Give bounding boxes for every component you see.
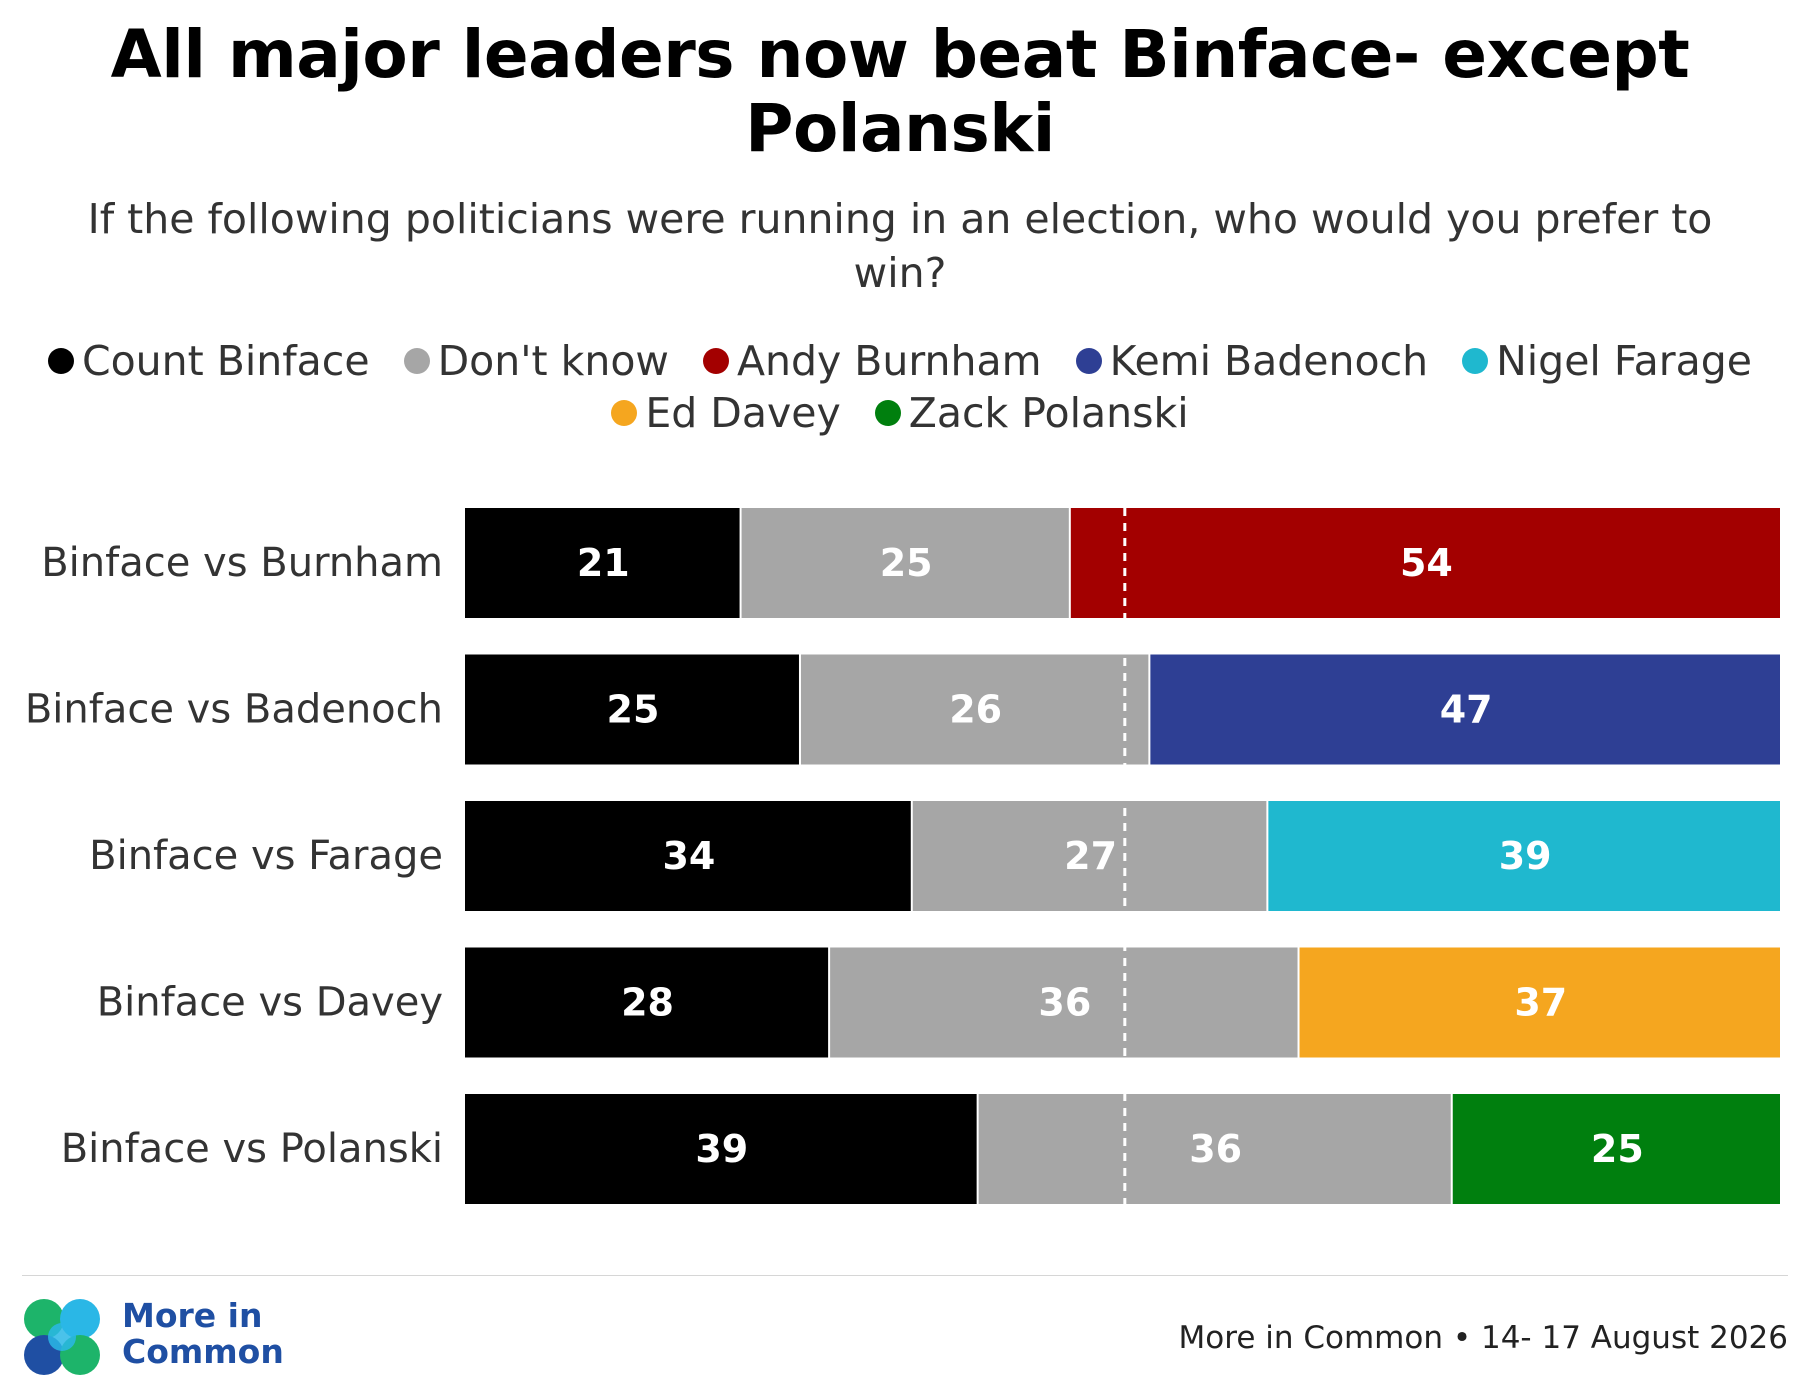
chart-subtitle: If the following politicians were runnin… <box>87 195 1713 297</box>
data-label: 39 <box>1499 834 1552 878</box>
logo-text-line2: Common <box>122 1332 284 1371</box>
data-label: 34 <box>662 834 715 878</box>
legend-row-2: Ed Davey Zack Polanski <box>0 387 1800 439</box>
legend-swatch-icon <box>702 348 729 374</box>
logo-text: More in Common <box>122 1298 284 1370</box>
legend-item: Zack Polanski <box>874 389 1189 437</box>
bar-segment <box>1268 801 1780 911</box>
legend-swatch-icon <box>47 348 74 374</box>
logo-text-line1: More in <box>122 1296 263 1335</box>
legend-label: Ed Davey <box>645 389 841 437</box>
stacked-bar-chart: Binface vs Burnham 21 25 54 Binface vs Baden… <box>25 508 1780 1204</box>
data-label: 26 <box>949 688 1002 732</box>
bar-segment <box>465 947 829 1058</box>
bar-segment <box>978 1094 1451 1204</box>
bar-segment <box>465 801 911 911</box>
legend-row-1: Count Binface Don't know Andy Burnham Kemi … <box>0 335 1800 387</box>
data-label: 21 <box>577 541 630 585</box>
legend-item: Count Binface <box>47 337 370 385</box>
data-label: 28 <box>621 981 674 1025</box>
legend-label: Zack Polanski <box>908 389 1189 437</box>
legend-swatch-icon <box>611 400 638 426</box>
bar-segment <box>1299 947 1780 1058</box>
bar-segment <box>465 654 799 765</box>
data-label: 54 <box>1400 541 1453 585</box>
data-label: 47 <box>1440 688 1493 732</box>
more-in-common-logo-icon <box>24 1299 100 1375</box>
category-label: Binface vs Badenoch <box>25 687 443 733</box>
bar-segment <box>1150 654 1780 765</box>
bar-segment <box>1070 508 1780 618</box>
legend-swatch-icon <box>1462 348 1489 374</box>
bar-segment <box>912 801 1267 911</box>
category-label: Binface vs Burnham <box>41 540 443 586</box>
data-label: 25 <box>880 541 933 585</box>
category-label: Binface vs Farage <box>89 833 443 879</box>
data-label: 25 <box>1591 1127 1644 1171</box>
legend-item: Kemi Badenoch <box>1075 337 1429 385</box>
bar-segment <box>465 508 740 618</box>
legend-swatch-icon <box>1075 348 1102 374</box>
footer-divider <box>22 1275 1788 1276</box>
data-label: 36 <box>1189 1127 1242 1171</box>
legend-item: Nigel Farage <box>1462 337 1752 385</box>
legend-label: Count Binface <box>81 337 370 385</box>
legend-item: Ed Davey <box>611 389 841 437</box>
legend-item: Don't know <box>403 337 669 385</box>
legend: Count Binface Don't know Andy Burnham Kemi … <box>0 335 1800 439</box>
legend-label: Kemi Badenoch <box>1109 337 1429 385</box>
legend-swatch-icon <box>403 348 430 374</box>
data-label: 27 <box>1064 834 1117 878</box>
category-label: Binface vs Polanski <box>61 1126 443 1172</box>
bar-segment <box>800 654 1149 765</box>
source-note: More in Common • 14- 17 August 2026 <box>1178 1320 1788 1356</box>
bar-segment <box>465 1094 977 1204</box>
legend-swatch-icon <box>874 400 901 426</box>
legend-label: Nigel Farage <box>1496 337 1753 385</box>
legend-label: Don't know <box>437 337 669 385</box>
bar-segment <box>830 947 1298 1058</box>
legend-label: Andy Burnham <box>736 337 1042 385</box>
category-label: Binface vs Davey <box>97 980 443 1026</box>
data-label: 25 <box>607 688 660 732</box>
bar-segment <box>741 508 1069 618</box>
chart-title: All major leaders now beat Binface- exce… <box>110 16 1690 167</box>
data-label: 37 <box>1514 981 1567 1025</box>
legend-item: Andy Burnham <box>702 337 1042 385</box>
data-label: 36 <box>1038 981 1091 1025</box>
bar-segment <box>1452 1094 1780 1204</box>
data-label: 39 <box>695 1127 748 1171</box>
